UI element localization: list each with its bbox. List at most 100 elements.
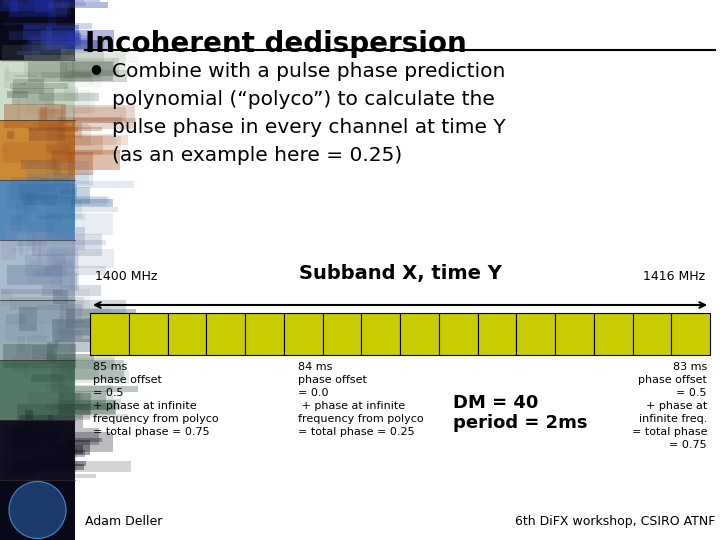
Bar	[4, 427, 58, 448]
Bar	[75, 391, 106, 409]
Bar	[60, 303, 82, 318]
Bar	[19, 241, 23, 255]
Bar	[58, 117, 122, 123]
Bar	[51, 369, 73, 393]
Bar	[13, 79, 44, 94]
Text: phase offset: phase offset	[297, 375, 366, 385]
Bar	[1, 289, 62, 294]
Bar	[12, 456, 61, 474]
Bar	[33, 269, 68, 278]
Bar	[68, 73, 94, 82]
Bar	[60, 273, 78, 291]
Bar	[9, 83, 68, 89]
Bar	[71, 271, 77, 289]
Bar	[28, 127, 102, 131]
Bar	[11, 461, 35, 478]
Bar	[13, 220, 27, 223]
Bar	[42, 285, 101, 296]
Bar	[39, 178, 70, 193]
Bar	[61, 105, 135, 123]
Bar	[30, 443, 75, 451]
Bar	[55, 319, 107, 330]
Bar	[9, 215, 22, 231]
Bar	[60, 49, 126, 71]
Bar	[0, 240, 75, 300]
Bar	[0, 60, 75, 120]
Bar	[1, 291, 12, 305]
Bar	[15, 201, 54, 218]
Bar	[27, 174, 73, 181]
Bar	[19, 307, 37, 330]
Bar	[206, 313, 245, 355]
Text: 83 ms: 83 ms	[672, 362, 707, 372]
Text: = 0.75: = 0.75	[670, 440, 707, 450]
Bar	[54, 330, 97, 342]
Bar	[17, 51, 40, 56]
Bar	[46, 200, 82, 218]
Bar	[9, 31, 80, 40]
Bar	[65, 358, 114, 372]
Bar	[17, 404, 90, 420]
Circle shape	[9, 482, 66, 538]
Bar	[0, 420, 75, 480]
Text: = total phase = 0.25: = total phase = 0.25	[297, 427, 414, 437]
Text: 1400 MHz: 1400 MHz	[95, 270, 158, 283]
Bar	[4, 72, 45, 88]
Bar	[32, 38, 79, 43]
Bar	[11, 247, 27, 252]
Bar	[400, 313, 438, 355]
Bar	[20, 421, 45, 432]
Bar	[7, 265, 62, 286]
Bar	[48, 341, 57, 364]
Bar	[3, 0, 24, 5]
Bar	[66, 300, 126, 316]
Bar	[59, 120, 68, 133]
Bar	[58, 320, 94, 336]
Bar	[28, 0, 84, 3]
Bar	[5, 67, 9, 82]
Bar	[7, 91, 28, 98]
Bar	[3, 23, 55, 24]
Bar	[63, 42, 78, 48]
Bar	[12, 358, 75, 371]
Bar	[67, 404, 85, 406]
Text: + phase at infinite: + phase at infinite	[93, 401, 197, 411]
Text: 1416 MHz: 1416 MHz	[643, 270, 705, 283]
Bar	[48, 39, 101, 50]
Bar	[65, 428, 99, 445]
Bar	[90, 313, 129, 355]
Bar	[49, 309, 66, 310]
Bar	[60, 190, 76, 195]
Bar	[16, 199, 27, 220]
Bar	[59, 394, 91, 415]
Text: + phase at: + phase at	[646, 401, 707, 411]
Bar	[46, 134, 116, 155]
Bar	[68, 33, 81, 45]
Bar	[0, 0, 75, 540]
Bar	[22, 45, 68, 58]
Bar	[19, 415, 53, 428]
Bar	[55, 445, 83, 455]
Bar	[0, 0, 75, 60]
Bar	[28, 392, 83, 404]
Bar	[129, 313, 168, 355]
Bar	[632, 313, 671, 355]
Bar	[53, 173, 93, 186]
Bar	[34, 423, 74, 441]
Bar	[0, 120, 75, 180]
Bar	[27, 193, 57, 205]
Bar	[28, 112, 73, 114]
Bar	[35, 0, 51, 13]
Bar	[66, 58, 119, 76]
Bar	[30, 455, 73, 472]
Bar	[16, 241, 32, 246]
Bar	[60, 62, 113, 81]
Bar	[71, 60, 114, 76]
Bar	[66, 321, 86, 323]
Bar	[53, 240, 106, 245]
Bar	[32, 345, 53, 359]
Bar	[58, 474, 96, 477]
Bar	[55, 340, 59, 347]
Bar	[61, 330, 82, 340]
Bar	[58, 376, 65, 399]
